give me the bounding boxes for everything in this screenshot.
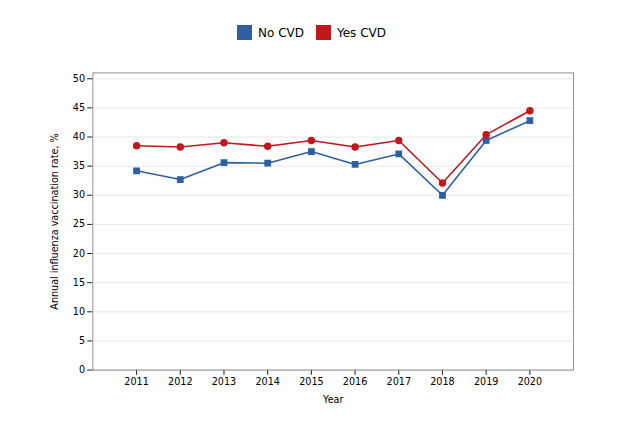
svg-text:2014: 2014	[255, 376, 279, 387]
svg-text:2015: 2015	[299, 376, 323, 387]
svg-text:35: 35	[73, 160, 85, 171]
svg-text:40: 40	[73, 131, 85, 142]
svg-text:2011: 2011	[124, 376, 148, 387]
svg-text:2013: 2013	[212, 376, 236, 387]
svg-text:Annual influenza vaccination r: Annual influenza vaccination rate, %	[49, 133, 60, 309]
svg-text:2018: 2018	[430, 376, 454, 387]
svg-text:10: 10	[73, 306, 85, 317]
svg-text:0: 0	[79, 364, 85, 375]
svg-text:2017: 2017	[387, 376, 411, 387]
svg-text:2019: 2019	[474, 376, 498, 387]
svg-text:5: 5	[79, 335, 85, 346]
svg-text:50: 50	[73, 73, 85, 84]
svg-text:30: 30	[73, 189, 85, 200]
svg-text:2020: 2020	[518, 376, 542, 387]
svg-text:15: 15	[73, 277, 85, 288]
html-text:Yes CVD: Yes CVD	[337, 25, 386, 40]
html-text:No CVD: No CVD	[258, 25, 304, 40]
svg-text:45: 45	[73, 102, 85, 113]
svg-text:2012: 2012	[168, 376, 192, 387]
svg-text:20: 20	[73, 248, 85, 259]
svg-text:Year: Year	[322, 394, 343, 405]
svg-text:2016: 2016	[343, 376, 367, 387]
svg-text:25: 25	[73, 218, 85, 229]
